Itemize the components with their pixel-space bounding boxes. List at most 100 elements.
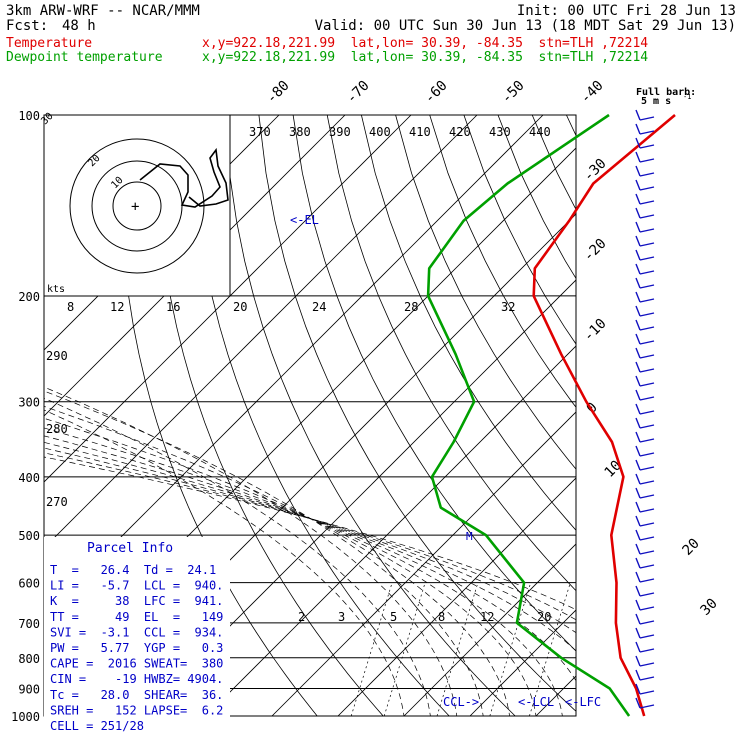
hodograph-speed-label: 28 <box>404 300 418 314</box>
theta-label: 370 <box>249 125 271 139</box>
wind-barb-flag <box>635 487 641 499</box>
moist-adiabat <box>44 390 484 716</box>
wind-barb-flag <box>635 137 641 149</box>
valid-time: Valid: 00 UTC Sun 30 Jun 13 (18 MDT Sat … <box>314 18 736 34</box>
wind-barb <box>639 564 655 569</box>
parcel-info-row: LI = -5.7 LCL = 940. <box>50 579 223 593</box>
wind-barb <box>639 704 655 709</box>
barb-legend: Full barb: 5 m s -1 <box>636 87 696 107</box>
wind-barb <box>639 438 655 443</box>
wind-barb <box>639 256 655 261</box>
wind-barb <box>639 382 655 387</box>
isotherm-label: -20 <box>581 236 610 265</box>
isotherm-line <box>535 675 576 716</box>
wind-barb <box>639 494 655 499</box>
parcel-info-row: CAPE = 2016 SWEAT= 380 <box>50 657 223 671</box>
hodograph-ring-20 <box>91 160 183 252</box>
wind-barb-flag <box>635 557 641 569</box>
wind-barb-flag <box>635 123 641 135</box>
dry-adiabat <box>292 115 576 652</box>
wind-barb <box>639 312 655 317</box>
wind-barb <box>639 298 655 303</box>
wind-barb <box>639 340 655 345</box>
wind-barb <box>639 368 655 373</box>
wind-barb-flag <box>635 277 641 289</box>
moist-adiabat <box>44 435 576 682</box>
isotherm-line <box>44 115 412 483</box>
wind-barb <box>639 396 655 401</box>
isotherm-label: 20 <box>680 536 703 559</box>
wind-barb <box>639 214 655 219</box>
wind-barb-flag <box>635 515 641 527</box>
lcl-marker: <-LCL <box>518 695 554 709</box>
mixing-ratio-line <box>436 582 479 716</box>
temperature-station-info: x,y=922.18,221.99 lat,lon= 30.39, -84.35… <box>202 36 649 51</box>
mixing-ratio-line <box>489 582 532 716</box>
wind-barb-flag <box>635 151 641 163</box>
wind-barb <box>639 648 655 653</box>
dry-adiabat <box>531 115 576 211</box>
hodograph-unit-label: kts <box>47 284 65 295</box>
wind-barb <box>639 172 655 177</box>
parcel-info-row: CIN = -19 HWBZ= 4904. <box>50 672 223 686</box>
wind-barb-flag <box>635 193 641 205</box>
parcel-marker-glyph: M <box>466 530 473 543</box>
isotherm-line <box>44 115 478 549</box>
wind-barb-flag <box>635 431 641 443</box>
moist-adiabat <box>44 397 431 716</box>
wind-barb <box>639 676 655 681</box>
barb-legend-unit: 5 m s <box>641 96 671 107</box>
parcel-info-row: CELL = 251/28 <box>50 719 144 733</box>
isotherm-line <box>589 87 740 728</box>
wind-barb-flag <box>635 235 641 247</box>
wind-barb-flag <box>635 697 641 709</box>
pressure-tick-label: 800 <box>18 652 40 666</box>
plot-frame <box>43 114 577 717</box>
dry-adiabat <box>155 115 384 716</box>
isotherm-line <box>271 411 576 716</box>
forecast-label: Fcst: <box>6 18 49 34</box>
wind-barb <box>639 620 655 625</box>
pressure-tick-label: 300 <box>18 396 40 410</box>
isotherm-label: -60 <box>422 78 451 107</box>
mixing-ratio-label: 3 <box>338 610 345 624</box>
theta-left-label: 280 <box>46 422 68 436</box>
parcel-info-row: PW = 5.77 YGP = 0.3 <box>50 641 223 655</box>
isotherm-line <box>721 87 740 728</box>
wind-barb-flag <box>635 291 641 303</box>
wind-barb <box>639 606 655 611</box>
wind-barb-flag <box>635 627 641 639</box>
wind-barb-flag <box>635 333 641 345</box>
moist-adiabat <box>44 417 537 716</box>
isotherm-line <box>205 345 576 716</box>
isotherm-line <box>403 543 576 716</box>
isotherm-line <box>655 87 740 728</box>
wind-barb-flag <box>635 417 641 429</box>
wind-barb-flag <box>635 207 641 219</box>
wind-barb <box>639 144 655 149</box>
hodograph-ring-10 <box>112 181 162 231</box>
parcel-info-row: Tc = 28.0 SHEAR= 36. <box>50 688 223 702</box>
wind-barb <box>639 508 655 513</box>
wind-barb <box>639 284 655 289</box>
wind-barb <box>639 578 655 583</box>
wind-barb <box>639 354 655 359</box>
wind-barb <box>639 690 655 695</box>
wind-barb-flag <box>635 109 641 121</box>
temperature-label: Temperature <box>6 36 93 51</box>
wind-barb <box>639 522 655 527</box>
hodograph-center-marker: + <box>131 199 139 215</box>
parcel-info-title: Parcel Info <box>87 541 173 556</box>
pressure-tick-label: 900 <box>18 682 40 696</box>
wind-barb-flag <box>635 389 641 401</box>
dry-adiabat <box>224 115 516 716</box>
wind-barb-flag <box>635 613 641 625</box>
wind-barb <box>639 466 655 471</box>
barb-legend-title: Full barb: <box>636 87 696 98</box>
wind-barb-flag <box>635 249 641 261</box>
wind-barb <box>639 116 655 121</box>
dry-adiabat <box>258 115 576 712</box>
pressure-tick-label: 400 <box>18 471 40 485</box>
theta-left-label: 290 <box>46 349 68 363</box>
isotherm-line <box>469 609 576 716</box>
